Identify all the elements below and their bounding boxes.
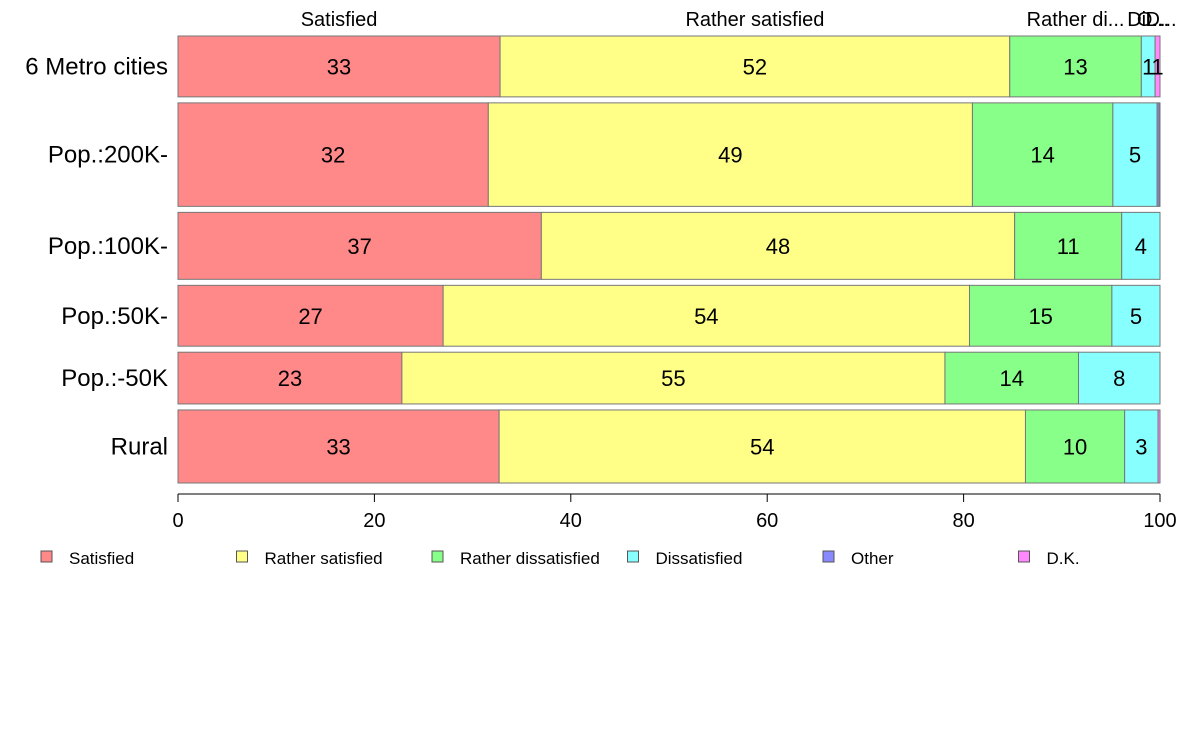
bar-segment (401, 351, 946, 405)
bar-segment (1014, 211, 1123, 280)
data-label: 37 (347, 234, 371, 259)
x-tick-label: 20 (363, 510, 385, 532)
row-label: Pop.:100K- (48, 233, 168, 260)
bar-segment (1111, 284, 1161, 347)
data-label: 14 (999, 366, 1023, 391)
data-label: 1 (1142, 54, 1154, 79)
data-label: 14 (1030, 143, 1054, 168)
legend-label: Rather satisfied (265, 549, 383, 568)
data-label: 4 (1135, 234, 1147, 259)
data-label: 8 (1113, 366, 1125, 391)
x-tick-label: 100 (1143, 510, 1176, 532)
bar-segment (1112, 102, 1158, 207)
data-label: 13 (1063, 54, 1087, 79)
data-label: 33 (327, 54, 351, 79)
column-header: Rather satisfied (685, 9, 824, 31)
bar-segment (177, 284, 444, 347)
bar-segment (540, 211, 1016, 280)
data-label: 10 (1063, 434, 1087, 459)
bar-row: 23 55 14 8 Pop.:-50K (61, 351, 1161, 405)
bar-row: 32 49 14 5 Pop.:200K- (48, 102, 1161, 207)
bar-segment (971, 102, 1114, 207)
bar-row: 27 54 15 5 Pop.:50K- (61, 284, 1161, 347)
data-label: 54 (750, 434, 774, 459)
data-label: 52 (743, 54, 767, 79)
bar-segment (968, 284, 1113, 347)
bar-segment (177, 211, 542, 280)
bar-segment (177, 409, 500, 484)
data-label: 55 (661, 366, 685, 391)
column-header: D... (1145, 9, 1176, 31)
x-axis: 0 20 40 60 80 100 (172, 493, 1177, 532)
legend-label: D.K. (1047, 549, 1080, 568)
bar-segment (177, 102, 489, 207)
data-label: 33 (326, 434, 350, 459)
column-headers: Satisfied Rather satisfied Rather di... Di.… (301, 9, 1177, 31)
row-label: 6 Metro cities (25, 53, 168, 80)
legend-swatch (236, 550, 248, 563)
column-header: O... (1137, 9, 1169, 31)
data-label: 49 (718, 143, 742, 168)
row-label: Pop.:200K- (48, 142, 168, 169)
x-tick-label: 80 (952, 510, 974, 532)
data-label: 15 (1028, 304, 1052, 329)
bar-segment (944, 351, 1079, 405)
legend-swatch (431, 550, 444, 563)
legend-swatch (1018, 550, 1030, 563)
bar-segment (1157, 409, 1161, 484)
data-label: 54 (694, 304, 718, 329)
data-label: 5 (1130, 304, 1142, 329)
legend-label: Dissatisfied (656, 549, 743, 568)
x-tick-label: 40 (560, 510, 582, 532)
bar-segment (1124, 409, 1159, 484)
data-label: 1 (1151, 54, 1163, 79)
x-tick-label: 60 (756, 510, 778, 532)
bar-segment (1077, 351, 1161, 405)
bar-segment (442, 284, 970, 347)
bar-segment (177, 351, 403, 405)
legend-swatch (627, 550, 639, 563)
bar-segment (1024, 409, 1126, 484)
row-label: Rural (111, 433, 168, 460)
legend: Satisfied Rather satisfied Rather dissatis… (40, 549, 1080, 568)
bar-row: 33 54 10 3 Rural (111, 409, 1161, 484)
bar-row: 37 48 11 4 Pop.:100K- (48, 211, 1161, 280)
legend-swatch (822, 550, 835, 563)
legend-label: Satisfied (69, 549, 134, 568)
bar-segment (1009, 35, 1142, 98)
bar-segment (177, 35, 501, 98)
legend-label: Rather dissatisfied (460, 549, 600, 568)
column-header: Rather di... (1027, 9, 1125, 31)
bar-segment (1154, 35, 1161, 98)
row-label: Pop.:50K- (61, 303, 168, 330)
bar-segment (1121, 211, 1161, 280)
data-label: 48 (766, 234, 790, 259)
bar-segment (1158, 102, 1161, 207)
x-tick-label: 0 (172, 510, 183, 532)
data-label: 5 (1129, 143, 1141, 168)
legend-swatch (40, 550, 53, 563)
data-label: 11 (1057, 234, 1080, 259)
row-label: Pop.:-50K (61, 365, 168, 392)
bar-segment (498, 409, 1026, 484)
legend-label: Other (851, 549, 894, 568)
column-header: Satisfied (301, 9, 378, 31)
bar-row: 33 52 13 11 6 Metro cities (25, 35, 1164, 98)
data-label: 32 (321, 143, 345, 168)
column-header: Di... (1127, 9, 1163, 31)
data-label: 23 (278, 366, 302, 391)
data-label: 3 (1135, 434, 1147, 459)
data-label: 27 (298, 304, 322, 329)
